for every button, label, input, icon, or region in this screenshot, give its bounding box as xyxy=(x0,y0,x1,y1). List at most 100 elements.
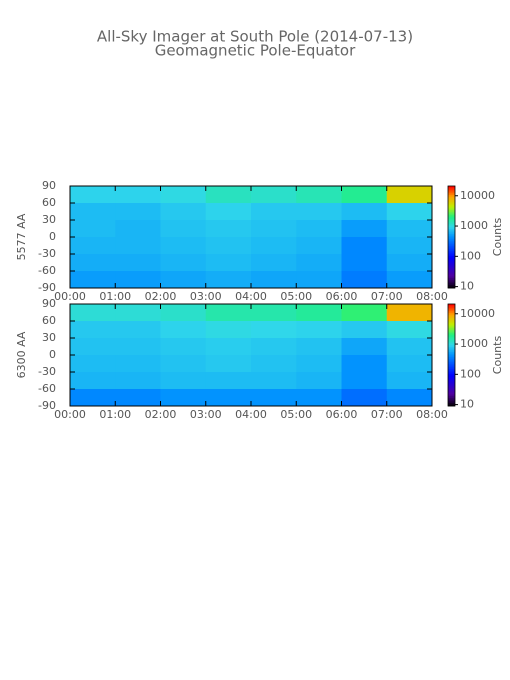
colorbar-segment xyxy=(448,284,455,287)
colorbar-segment xyxy=(448,277,455,280)
colorbar-segment xyxy=(448,329,455,332)
heatmap-cell xyxy=(115,254,161,272)
colorbar-segment xyxy=(448,231,455,234)
colorbar-tick-label: 100 xyxy=(460,249,481,262)
heatmap-cell xyxy=(386,304,433,322)
colorbar-segment xyxy=(448,402,455,405)
y-tick-label: 90 xyxy=(42,297,56,310)
colorbar-segment xyxy=(448,394,455,397)
colorbar-segment xyxy=(448,279,455,282)
heatmap-cell xyxy=(251,237,297,255)
x-tick-label: 07:00 xyxy=(371,290,403,303)
colorbar-segment xyxy=(448,260,455,263)
colorbar-segment xyxy=(448,341,455,344)
heatmap-cell xyxy=(160,355,207,373)
heatmap-cell xyxy=(341,355,388,373)
x-tick-label: 07:00 xyxy=(371,408,403,421)
heatmap-cell xyxy=(70,338,116,356)
colorbar-segment xyxy=(448,389,455,392)
colorbar-segment xyxy=(448,390,455,393)
colorbar-segment xyxy=(448,368,455,371)
colorbar-segment xyxy=(448,187,455,190)
x-tick-label: 08:00 xyxy=(416,408,448,421)
colorbar-segment xyxy=(448,247,455,250)
colorbar-segment xyxy=(448,372,455,375)
heatmap-cell xyxy=(251,372,297,390)
heatmap-cell xyxy=(251,304,297,322)
x-tick-label: 01:00 xyxy=(99,408,131,421)
heatmap-cell xyxy=(205,271,252,289)
colorbar-segment xyxy=(448,383,455,386)
chart-title: All-Sky Imager at South Pole (2014-07-13… xyxy=(97,28,413,46)
colorbar-segment xyxy=(448,209,455,212)
colorbar-segment xyxy=(448,377,455,380)
colorbar-segment xyxy=(448,349,455,352)
colorbar-segment xyxy=(448,192,455,195)
heatmap-cell xyxy=(251,321,297,339)
x-tick-label: 01:00 xyxy=(99,290,131,303)
colorbar-segment xyxy=(448,196,455,199)
colorbar-segment xyxy=(448,191,455,194)
colorbar-segment xyxy=(448,343,455,346)
y-axis-label: 5577 AA xyxy=(15,213,28,260)
colorbar-segment xyxy=(448,338,455,341)
heatmap-cell xyxy=(115,203,161,221)
colorbar-label: Counts xyxy=(491,218,504,257)
heatmap-cell xyxy=(386,372,433,390)
colorbar-segment xyxy=(448,366,455,369)
colorbar-segment xyxy=(448,272,455,275)
heatmap-cell xyxy=(296,203,342,221)
colorbar-segment xyxy=(448,242,455,245)
heatmap-cell xyxy=(386,355,433,373)
heatmap-cell xyxy=(386,186,433,204)
heatmap-cell xyxy=(341,220,388,238)
colorbar-segment xyxy=(448,250,455,253)
colorbar-segment xyxy=(448,344,455,347)
colorbar-segment xyxy=(448,358,455,361)
heatmap-cell xyxy=(296,186,342,204)
heatmap-cell xyxy=(296,254,342,272)
heatmap-cell xyxy=(205,203,252,221)
colorbar-segment xyxy=(448,267,455,270)
y-tick-label: 0 xyxy=(49,348,56,361)
heatmap-cell xyxy=(115,304,161,322)
colorbar-segment xyxy=(448,214,455,217)
colorbar-segment xyxy=(448,317,455,320)
heatmap-cell xyxy=(205,355,252,373)
colorbar-segment xyxy=(448,326,455,329)
colorbar-segment xyxy=(448,305,455,308)
colorbar-segment xyxy=(448,363,455,366)
colorbar-segment xyxy=(448,206,455,209)
heatmap-cell xyxy=(115,237,161,255)
colorbar-segment xyxy=(448,286,455,289)
colorbar-segment xyxy=(448,225,455,228)
heatmap-cell xyxy=(205,389,252,407)
colorbar-segment xyxy=(448,252,455,255)
heatmap-cell xyxy=(296,271,342,289)
heatmap-cell xyxy=(251,203,297,221)
colorbar-segment xyxy=(448,265,455,268)
heatmap-cell xyxy=(160,389,207,407)
heatmap-cell xyxy=(341,372,388,390)
x-tick-label: 04:00 xyxy=(235,290,267,303)
colorbar-segment xyxy=(448,331,455,334)
colorbar-segment xyxy=(448,199,455,202)
colorbar-segment xyxy=(448,314,455,317)
colorbar-segment xyxy=(448,307,455,310)
colorbar-segment xyxy=(448,380,455,383)
colorbar-tick-label: 10 xyxy=(460,280,474,293)
heatmap-cell xyxy=(70,389,116,407)
heatmap-cell xyxy=(115,321,161,339)
colorbar-segment xyxy=(448,237,455,240)
colorbar-segment xyxy=(448,220,455,223)
y-tick-label: -90 xyxy=(38,281,56,294)
colorbar-segment xyxy=(448,211,455,214)
heatmap-cell xyxy=(115,372,161,390)
colorbar-segment xyxy=(448,375,455,378)
heatmap-cell xyxy=(386,237,433,255)
colorbar-segment xyxy=(448,312,455,315)
heatmap-cell xyxy=(251,220,297,238)
heatmap-cell xyxy=(296,338,342,356)
heatmap-cell xyxy=(341,389,388,407)
heatmap-cell xyxy=(160,338,207,356)
